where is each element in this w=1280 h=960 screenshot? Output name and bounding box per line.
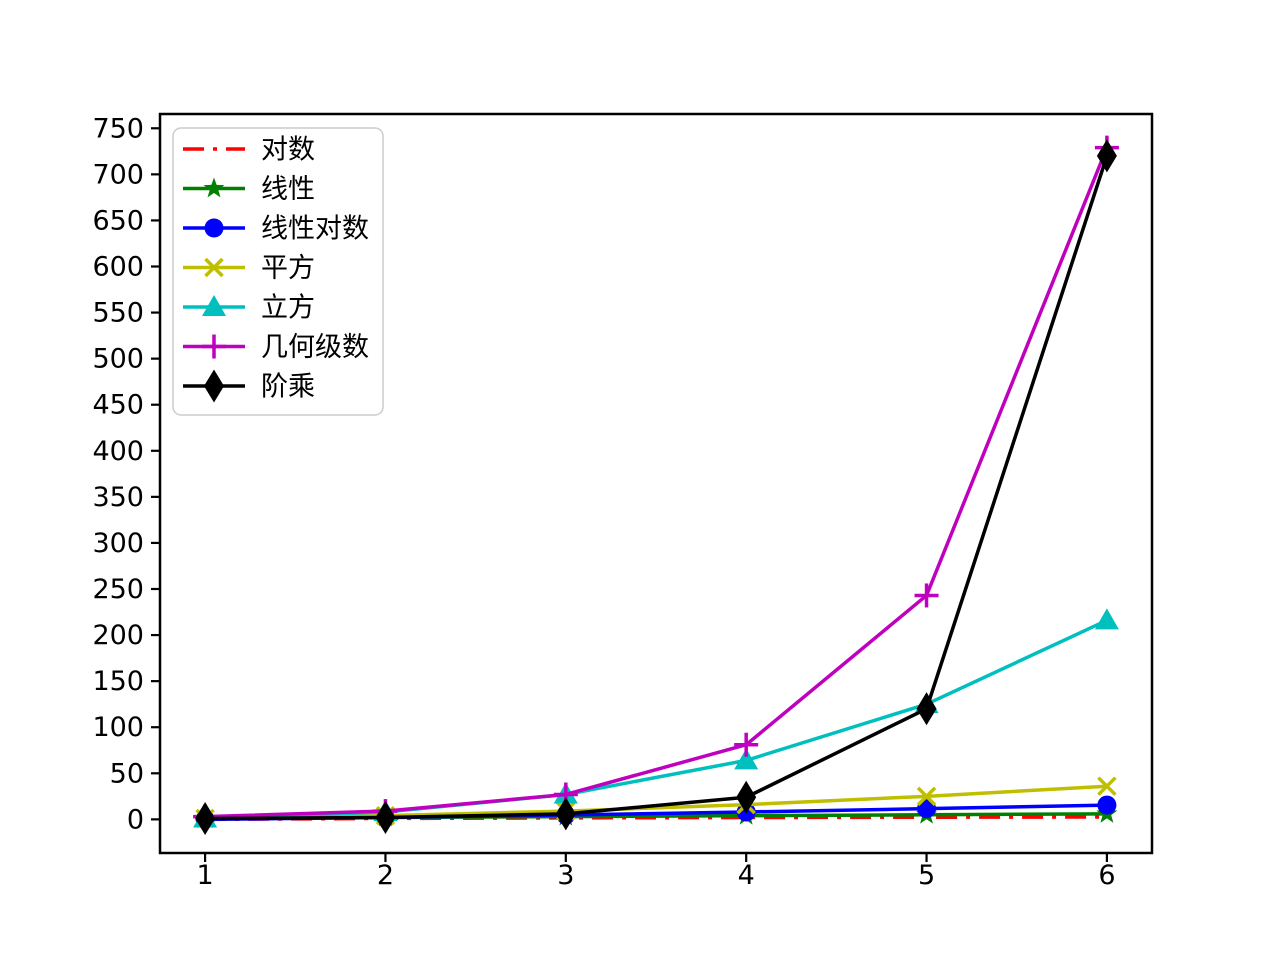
- legend-item-cubic: 立方: [183, 293, 315, 324]
- legend-item-linear: 线性: [183, 174, 315, 205]
- legend-sample-marker-factorial: [204, 369, 224, 403]
- y-tick-label: 450: [92, 390, 144, 421]
- x-tick-label: 5: [918, 860, 935, 891]
- series-marker-cubic-triangle: [1094, 608, 1119, 630]
- series-marker-factorial-diamond: [555, 797, 576, 831]
- legend-sample-marker-geometric: [202, 334, 226, 359]
- series-marker-factorial: [195, 801, 216, 835]
- series-marker-quadratic: [1097, 776, 1117, 796]
- y-tick-label: 650: [92, 205, 144, 236]
- y-tick-label: 100: [92, 712, 144, 743]
- series-marker-cubic: [734, 748, 759, 770]
- x-tick-label: 4: [738, 860, 755, 891]
- series-marker-factorial: [916, 692, 937, 726]
- series-marker-factorial-diamond: [195, 801, 216, 835]
- y-tick-label: 0: [127, 804, 144, 835]
- legend-label-geometric: 几何级数: [261, 332, 369, 363]
- series-marker-factorial: [555, 797, 576, 831]
- legend-item-quadratic: 平方: [183, 253, 315, 284]
- legend-sample-marker-linear: [203, 177, 225, 198]
- y-tick-label: 750: [92, 113, 144, 144]
- x-tick-label: 2: [377, 860, 394, 891]
- x-tick-label: 1: [196, 860, 213, 891]
- series-marker-linearithmic: [917, 799, 937, 819]
- series-marker-factorial-diamond: [736, 780, 757, 814]
- legend-label-linearithmic: 线性对数: [261, 214, 369, 245]
- legend-item-log: 对数: [183, 135, 315, 166]
- series-marker-factorial-diamond: [1096, 139, 1117, 173]
- series-marker-cubic: [1094, 608, 1119, 630]
- y-tick-label: 600: [92, 251, 144, 282]
- legend-label-log: 对数: [261, 135, 315, 166]
- legend-label-linear: 线性: [261, 174, 315, 205]
- y-tick-label: 50: [110, 758, 144, 789]
- legend-label-factorial: 阶乘: [261, 372, 315, 403]
- series-marker-quadratic-x2: [916, 786, 937, 807]
- series-group: [193, 135, 1119, 835]
- legend-item-linearithmic: 线性对数: [183, 214, 369, 245]
- x-tick-label: 3: [557, 860, 574, 891]
- series-marker-factorial-diamond: [375, 801, 396, 835]
- series-marker-geometric: [914, 583, 939, 608]
- series-marker-factorial: [1096, 139, 1117, 173]
- legend-label-cubic: 立方: [261, 293, 315, 324]
- legend-label-quadratic: 平方: [261, 253, 315, 284]
- series-marker-factorial: [375, 801, 396, 835]
- legend-sample-marker-cubic-triangle: [202, 295, 226, 316]
- y-tick-label: 300: [92, 528, 144, 559]
- series-marker-quadratic-x2: [1097, 776, 1117, 796]
- series-marker-quadratic: [916, 786, 937, 807]
- y-tick-label: 550: [92, 298, 144, 329]
- legend-sample-marker-factorial-diamond: [204, 369, 224, 403]
- series-marker-linearithmic: [1097, 795, 1117, 815]
- legend-sample-marker-quadratic-x2: [204, 257, 224, 278]
- y-tick-label: 700: [92, 159, 144, 190]
- legend-sample-marker-quadratic: [204, 257, 224, 278]
- y-axis: 0 50 100 150 200 250 300 350 400 450 500 550 600 650 7…: [92, 113, 160, 835]
- series-marker-factorial: [736, 780, 757, 814]
- series-line-geometric: [205, 146, 1109, 819]
- series-marker-linearithmic-circle: [1097, 795, 1117, 815]
- legend-item-geometric: 几何级数: [183, 332, 369, 363]
- y-tick-label: 250: [92, 574, 144, 605]
- x-axis: 1 2 3 4 5 6: [196, 853, 1116, 891]
- series-line-factorial: [205, 155, 1109, 821]
- x-tick-label: 6: [1098, 860, 1115, 891]
- series-marker-linearithmic-circle: [917, 799, 937, 819]
- axes-box: [158, 112, 1154, 855]
- legend-sample-marker-linear-star: [203, 177, 225, 198]
- legend-sample-marker-linearithmic: [204, 218, 224, 238]
- y-tick-label: 350: [92, 482, 144, 513]
- y-tick-label: 500: [92, 344, 144, 375]
- series-marker-cubic-triangle: [734, 748, 759, 770]
- legend-sample-marker-linearithmic-circle: [204, 218, 224, 238]
- series-markers-factorial: [195, 139, 1117, 835]
- y-tick-label: 200: [92, 620, 144, 651]
- y-tick-label: 400: [92, 436, 144, 467]
- legend-box: [172, 127, 384, 416]
- y-tick-label: 150: [92, 666, 144, 697]
- series-marker-geometric: [734, 732, 759, 757]
- series-marker-factorial-diamond: [916, 692, 937, 726]
- legend-sample-marker-cubic: [202, 295, 226, 316]
- legend-item-factorial: 阶乘: [183, 369, 315, 403]
